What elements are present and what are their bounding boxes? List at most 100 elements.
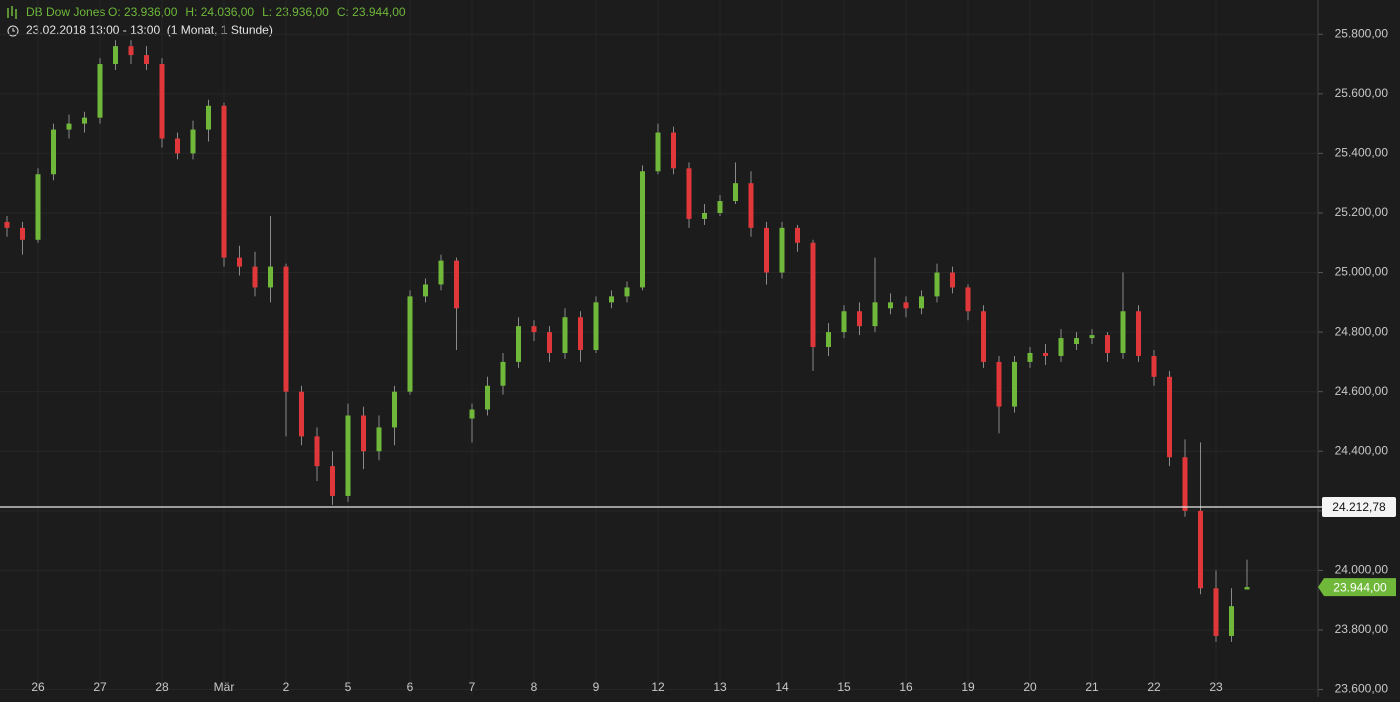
candle-body [1105, 335, 1110, 353]
candle-body [330, 466, 335, 496]
ohlc-value: O: 23.936,00 [108, 5, 178, 19]
candle-body [20, 227, 25, 240]
y-tick-label: 24.600,00 [1335, 384, 1389, 398]
candle-body [128, 46, 134, 56]
candle-body [345, 415, 351, 496]
x-tick-label: 5 [345, 680, 352, 694]
candle-body [826, 332, 831, 348]
candle-body [795, 227, 800, 243]
x-tick-label: 20 [1023, 680, 1037, 694]
x-tick-label: 22 [1147, 680, 1161, 694]
candle-body [51, 129, 56, 175]
y-tick-label: 25.000,00 [1335, 265, 1389, 279]
last-price-box [1318, 578, 1396, 597]
x-tick-label: 7 [469, 680, 476, 694]
price-line-label: 24.212,78 [1332, 500, 1386, 514]
candle-body [872, 302, 878, 327]
ohlc-value: H: 24.036,00 [185, 5, 254, 19]
x-tick-label: 21 [1085, 680, 1099, 694]
candle-body [655, 132, 661, 172]
x-tick-label: 13 [713, 680, 727, 694]
candle-body [407, 296, 413, 392]
candle-body [376, 427, 382, 452]
candle-body [624, 287, 630, 297]
candle-body [671, 132, 676, 169]
y-tick-label: 25.800,00 [1335, 26, 1389, 40]
candle-body [1043, 352, 1048, 356]
candle-body [221, 105, 227, 258]
candle-body [578, 317, 583, 350]
candle-body [283, 266, 289, 392]
candle-body [175, 138, 180, 154]
candle-body [903, 302, 909, 309]
price-line-box [1322, 497, 1396, 518]
x-tick-label: 27 [93, 680, 107, 694]
y-tick-label: 23.600,00 [1335, 682, 1389, 696]
candle-body [113, 46, 118, 65]
x-tick-label: 8 [531, 680, 538, 694]
candle-body [702, 212, 707, 219]
candle-body [965, 287, 971, 312]
candle-body [314, 436, 320, 467]
x-tick-label: 26 [31, 680, 45, 694]
candle-body [1229, 606, 1234, 636]
candle-body [531, 326, 537, 333]
candle-body [950, 272, 955, 288]
candle-body [252, 266, 258, 288]
candle-body [237, 257, 242, 267]
x-tick-label: 9 [593, 680, 600, 694]
candle-body [361, 415, 366, 452]
candle-body [1167, 376, 1172, 458]
last-price-label: 23.944,00 [1333, 580, 1387, 594]
x-tick-label: 2 [283, 680, 290, 694]
x-tick-label: 15 [837, 680, 851, 694]
y-tick-label: 24.400,00 [1335, 443, 1389, 457]
candle-body [144, 55, 149, 65]
candle-body [469, 409, 475, 419]
candle-body [640, 171, 645, 288]
x-tick-label: 19 [961, 680, 975, 694]
x-tick-label: 23 [1209, 680, 1223, 694]
candle-body [1012, 361, 1017, 407]
candle-body [1198, 510, 1203, 589]
candle-body [159, 64, 165, 139]
candle-body [562, 317, 568, 353]
chart-icon [7, 6, 17, 19]
candle-body [206, 105, 211, 130]
candle-body [1027, 352, 1033, 362]
candle-body [1120, 311, 1126, 353]
candle-body [82, 117, 87, 124]
candle-body [500, 361, 506, 386]
candle-body [934, 272, 940, 297]
candle-body [1074, 338, 1079, 345]
candle-body [1182, 457, 1188, 511]
y-tick-label: 24.000,00 [1335, 563, 1389, 577]
candle-body [423, 284, 428, 297]
candle-body [454, 260, 459, 309]
y-tick-label: 25.200,00 [1335, 205, 1389, 219]
ohlc-value: C: 23.944,00 [337, 5, 406, 19]
x-tick-label: 6 [407, 680, 414, 694]
x-tick-label: 16 [899, 680, 913, 694]
candle-body [686, 168, 692, 219]
chart-subtitle: 23.02.2018 13:00 - 13:00 (1 Monat, 1 Stu… [26, 23, 273, 37]
clock-hand [12, 28, 15, 32]
candle-body [516, 326, 521, 362]
y-tick-label: 25.400,00 [1335, 146, 1389, 160]
x-tick-label: 28 [155, 680, 169, 694]
chart-title: DB Dow Jones [26, 5, 105, 19]
candle-body [748, 183, 754, 228]
ohlc-header: O: 23.936,00 H: 24.036,00 L: 23.936,00 C: 2… [108, 5, 406, 19]
x-tick-label: 14 [775, 680, 789, 694]
y-tick-label: 23.800,00 [1335, 622, 1389, 636]
candle-body [810, 242, 816, 348]
candle-body [779, 227, 785, 273]
candle-body [66, 123, 72, 130]
candle-body [438, 260, 444, 285]
candle-body [268, 266, 273, 288]
clock-icon [7, 25, 19, 37]
candle-body [4, 221, 10, 228]
